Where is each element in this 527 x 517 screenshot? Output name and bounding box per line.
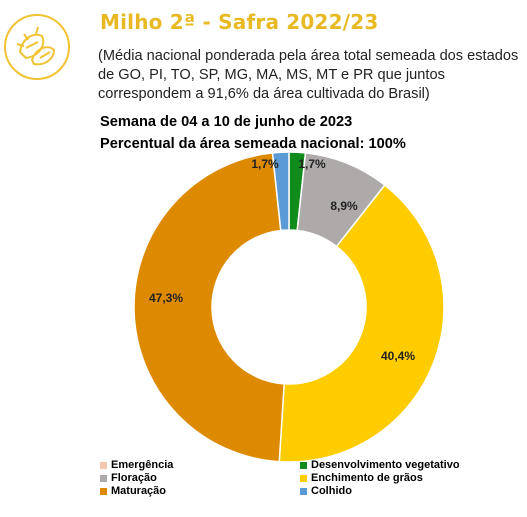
chart-title: Milho 2ª - Safra 2022/23 xyxy=(100,10,379,34)
legend-label: Floração xyxy=(111,472,157,484)
legend-swatch xyxy=(300,474,307,482)
legend-swatch xyxy=(100,461,107,469)
legend-item: Colhido xyxy=(300,485,352,497)
donut-slice xyxy=(133,152,285,463)
legend-swatch xyxy=(100,487,107,495)
legend-swatch xyxy=(100,474,107,482)
donut-slice xyxy=(271,151,290,232)
data-label: 1,7% xyxy=(298,157,326,171)
legend-item: Desenvolvimento vegetativo xyxy=(300,459,460,471)
legend-label: Maturação xyxy=(111,485,167,497)
legend-swatch xyxy=(300,487,307,495)
legend-item: Maturação xyxy=(100,485,166,497)
legend-label: Enchimento de grãos xyxy=(311,472,423,484)
donut-slice xyxy=(278,184,445,463)
legend-item: Enchimento de grãos xyxy=(300,472,423,484)
week-label: Semana de 04 a 10 de junho de 2023 xyxy=(100,114,353,130)
chart-subtitle: (Média nacional ponderada pela área tota… xyxy=(98,48,519,102)
data-label: 1,7% xyxy=(251,157,279,171)
legend-label: Emergência xyxy=(111,459,174,471)
data-label: 8,9% xyxy=(330,199,358,213)
legend-swatch xyxy=(300,461,307,469)
legend-item: Floração xyxy=(100,472,157,484)
legend-label: Desenvolvimento vegetativo xyxy=(311,459,460,471)
corn-ears-icon xyxy=(4,14,70,80)
data-label: 47,3% xyxy=(149,291,183,305)
planted-percent-label: Percentual da área semeada nacional: 100… xyxy=(100,136,406,152)
legend-label: Colhido xyxy=(311,485,352,497)
data-label: 40,4% xyxy=(381,349,415,363)
legend-item: Emergência xyxy=(100,459,173,471)
